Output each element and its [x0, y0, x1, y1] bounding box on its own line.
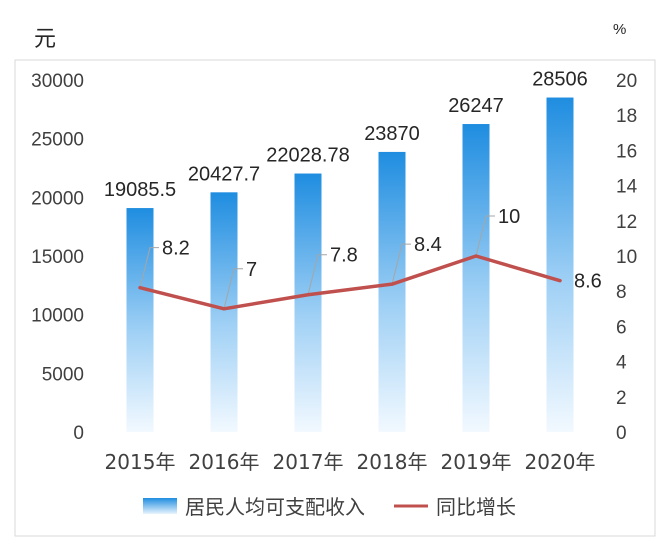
bar-value-label: 20427.7 — [188, 163, 260, 185]
left-axis-unit: 元 — [34, 27, 56, 52]
bar — [546, 97, 574, 432]
left-tick-label: 15000 — [31, 247, 84, 268]
leader-line — [391, 243, 411, 285]
x-axis-labels: 2015年 2016年 2017年 2018年 2019年 2020年 — [105, 450, 596, 474]
right-tick-label: 2 — [616, 388, 627, 409]
legend-swatch-bar — [143, 498, 177, 514]
leader-line — [223, 268, 243, 309]
leader-line — [307, 254, 327, 295]
plot-border — [14, 59, 656, 537]
x-tick-label: 2018年 — [357, 450, 428, 474]
left-axis-ticks: 0 5000 10000 15000 20000 25000 30000 — [31, 71, 84, 444]
line-value-label: 7 — [246, 259, 257, 281]
line-value-label: 8.6 — [574, 271, 602, 293]
x-tick-label: 2017年 — [273, 450, 344, 474]
x-tick-label: 2016年 — [189, 450, 260, 474]
right-tick-label: 12 — [616, 212, 637, 233]
bar — [378, 151, 406, 432]
left-tick-label: 10000 — [31, 306, 84, 327]
bar — [210, 192, 238, 432]
right-axis-unit: % — [613, 21, 626, 38]
line-value-label: 10 — [498, 206, 520, 228]
bar — [126, 208, 154, 432]
right-tick-label: 0 — [616, 423, 627, 444]
bar-value-label: 28506 — [532, 69, 588, 91]
right-tick-label: 20 — [616, 71, 637, 92]
bar-value-label: 19085.5 — [104, 179, 176, 201]
line-value-labels: 8.2 7 7.8 8.4 10 8.6 — [162, 206, 602, 293]
bar-value-label: 23870 — [364, 123, 420, 145]
right-tick-label: 8 — [616, 282, 627, 303]
line-value-label: 8.2 — [162, 238, 190, 260]
left-tick-label: 30000 — [31, 71, 84, 92]
leader-line — [475, 215, 495, 257]
x-tick-label: 2019年 — [441, 450, 512, 474]
right-tick-label: 14 — [616, 177, 638, 198]
line-label-leaders — [139, 215, 495, 309]
right-tick-label: 10 — [616, 247, 637, 268]
right-tick-label: 6 — [616, 317, 627, 338]
bar-value-label: 26247 — [448, 95, 504, 117]
bar — [462, 124, 490, 432]
growth-line — [138, 254, 562, 311]
legend: 居民人均可支配收入 同比增长 — [143, 495, 516, 519]
legend-label-bar: 居民人均可支配收入 — [185, 495, 365, 519]
left-tick-label: 25000 — [31, 130, 84, 151]
x-tick-label: 2020年 — [525, 450, 596, 474]
left-tick-label: 5000 — [42, 364, 84, 385]
bar — [294, 173, 322, 432]
left-tick-label: 0 — [73, 423, 84, 444]
right-tick-label: 18 — [616, 106, 637, 127]
leader-line — [139, 247, 159, 288]
left-tick-label: 20000 — [31, 188, 84, 209]
legend-label-line: 同比增长 — [436, 495, 516, 519]
right-tick-label: 16 — [616, 141, 637, 162]
income-bars — [126, 97, 574, 432]
bar-value-label: 22028.78 — [266, 145, 349, 167]
growth-line-path — [138, 254, 562, 311]
bar-value-labels: 19085.5 20427.7 22028.78 23870 26247 28506 — [104, 69, 588, 202]
x-tick-label: 2015年 — [105, 450, 176, 474]
line-value-label: 8.4 — [414, 234, 442, 256]
right-tick-label: 4 — [616, 353, 627, 374]
line-value-label: 7.8 — [330, 245, 358, 267]
right-axis-ticks: 0 2 4 6 8 10 12 14 16 18 20 — [616, 71, 638, 444]
